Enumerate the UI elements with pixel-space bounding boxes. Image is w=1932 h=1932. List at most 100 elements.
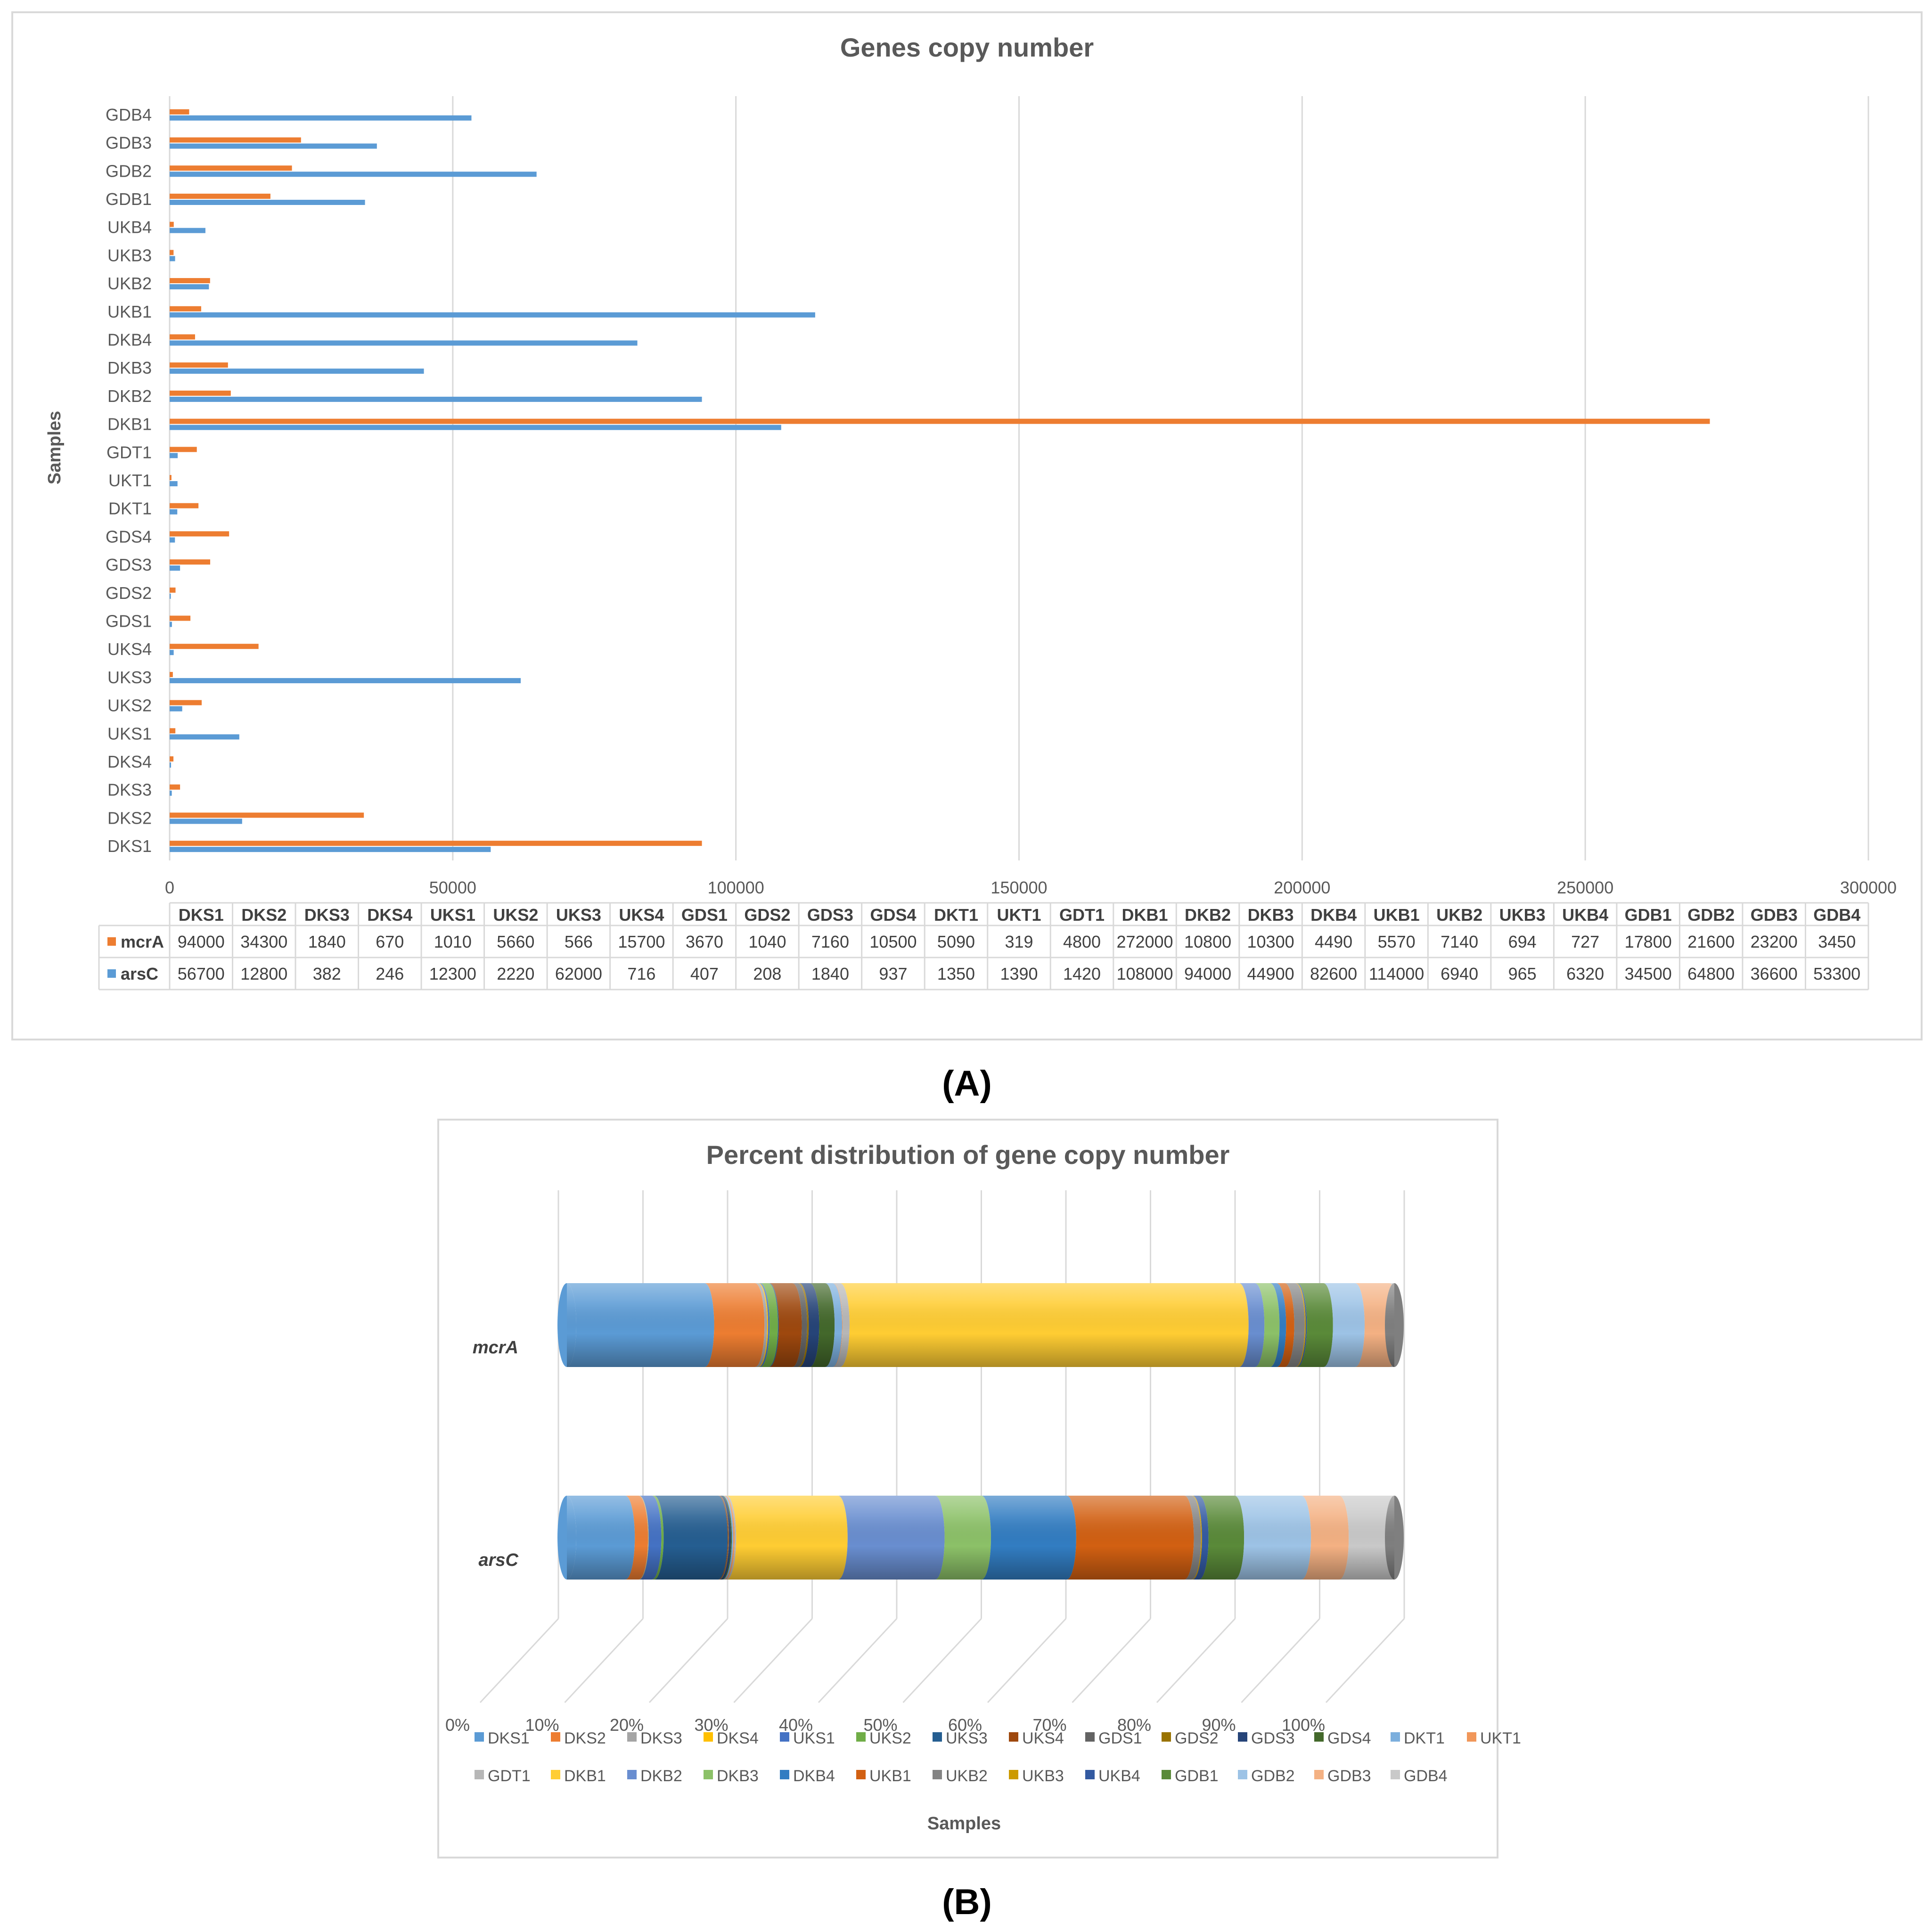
legend-key-dks4 (704, 1732, 713, 1742)
chart-a-ylabel: Samples (45, 411, 65, 484)
legend-key-gds3 (1238, 1732, 1247, 1742)
category-label-ukb3: UKB3 (107, 246, 152, 265)
legend-key-gdt1 (475, 1770, 484, 1779)
table-cell-mcra-dkb3: 10300 (1247, 932, 1294, 951)
b-x-tick-1: 10% (525, 1715, 559, 1735)
category-label-uks2: UKS2 (107, 696, 152, 715)
table-cell-arsc-dks4: 246 (376, 964, 404, 983)
bar-arsc-dkb2 (170, 396, 702, 402)
legend-key-gdb1 (1162, 1770, 1171, 1779)
table-cell-arsc-ukt1: 1390 (1000, 964, 1038, 983)
table-cell-mcra-gds3: 7160 (811, 932, 849, 951)
legend-label-gdb2: GDB2 (1251, 1767, 1295, 1785)
legend-key-ukb2 (933, 1770, 942, 1779)
bar-mcra-ukb4 (170, 221, 174, 227)
legend-label-dkt1: DKT1 (1404, 1729, 1445, 1747)
category-label-dks1: DKS1 (107, 836, 152, 856)
table-header-gdb2: GDB2 (1687, 905, 1735, 925)
b-x-tick-3: 30% (694, 1715, 728, 1735)
legend-key-dks1 (475, 1732, 484, 1742)
cylinder-arsc-shading (567, 1496, 1394, 1580)
table-cell-arsc-dkb4: 82600 (1310, 964, 1357, 983)
table-header-ukb2: UKB2 (1436, 905, 1482, 925)
bar-arsc-gdb2 (170, 172, 537, 177)
category-label-dks4: DKS4 (107, 752, 152, 771)
legend-key-gdb4 (1391, 1770, 1400, 1779)
table-cell-arsc-dks3: 382 (313, 964, 341, 983)
chart-b-title: Percent distribution of gene copy number (706, 1140, 1230, 1170)
legend-key-ukb4 (1085, 1770, 1095, 1779)
legend-key-dks2 (551, 1732, 560, 1742)
category-label-gdb3: GDB3 (106, 133, 152, 153)
bar-arsc-gds2 (170, 593, 171, 599)
table-series-arsc: arsC (121, 964, 158, 983)
bar-mcra-uks3 (170, 671, 173, 677)
table-cell-mcra-ukb3: 694 (1508, 932, 1537, 951)
table-cell-mcra-dks1: 94000 (178, 932, 225, 951)
table-legend-key-arsc (107, 969, 116, 978)
legend-label-dks4: DKS4 (717, 1729, 759, 1747)
table-header-gds3: GDS3 (807, 905, 853, 925)
bar-mcra-dkb2 (170, 390, 231, 396)
legend-key-gds1 (1085, 1732, 1095, 1742)
table-cell-arsc-gds3: 1840 (811, 964, 849, 983)
legend-label-gds1: GDS1 (1098, 1729, 1142, 1747)
bar-mcra-gdb1 (170, 193, 270, 199)
table-cell-arsc-gds2: 208 (753, 964, 781, 983)
table-cell-mcra-gds4: 10500 (869, 932, 917, 951)
bar-mcra-ukt1 (170, 475, 172, 480)
table-header-ukb3: UKB3 (1499, 905, 1546, 925)
bar-mcra-uks4 (170, 644, 259, 649)
table-cell-mcra-ukb1: 5570 (1378, 932, 1416, 951)
bar-arsc-gdb4 (170, 115, 472, 121)
table-header-gds2: GDS2 (744, 905, 790, 925)
bar-arsc-uks4 (170, 650, 174, 655)
legend-key-gdb2 (1238, 1770, 1247, 1779)
table-cell-arsc-dkb2: 94000 (1184, 964, 1231, 983)
category-label-dkb2: DKB2 (107, 386, 152, 406)
bar-arsc-dks3 (170, 790, 172, 796)
bar-arsc-gdb1 (170, 199, 365, 205)
category-label-gdb2: GDB2 (106, 161, 152, 180)
table-series-mcra: mcrA (121, 932, 164, 951)
legend-key-uks4 (1009, 1732, 1018, 1742)
legend-label-dks1: DKS1 (488, 1729, 530, 1747)
category-label-uks3: UKS3 (107, 668, 152, 687)
category-label-dkb1: DKB1 (107, 415, 152, 434)
table-header-dks3: DKS3 (304, 905, 350, 925)
table-cell-mcra-dks3: 1840 (308, 932, 346, 951)
table-header-dkb3: DKB3 (1248, 905, 1294, 925)
table-cell-mcra-dkt1: 5090 (937, 932, 975, 951)
table-cell-arsc-uks1: 12300 (429, 964, 476, 983)
table-header-gdb4: GDB4 (1813, 905, 1860, 925)
bar-arsc-dkb1 (170, 425, 781, 430)
bar-mcra-dkb3 (170, 362, 228, 368)
chart-b-row-labels: mcrA arsC (473, 1338, 519, 1570)
table-cell-arsc-dks1: 56700 (178, 964, 225, 983)
category-label-dkb4: DKB4 (107, 330, 152, 349)
category-label-gdb4: GDB4 (106, 105, 152, 124)
legend-label-gds2: GDS2 (1175, 1729, 1219, 1747)
table-cell-arsc-gdb1: 34500 (1625, 964, 1672, 983)
bar-mcra-ukb3 (170, 250, 174, 255)
bar-mcra-uks2 (170, 700, 202, 705)
table-cell-mcra-dks4: 670 (376, 932, 404, 951)
table-cell-mcra-ukb4: 727 (1571, 932, 1599, 951)
bar-mcra-ukb2 (170, 278, 210, 284)
table-cell-mcra-gdb2: 21600 (1687, 932, 1735, 951)
bar-arsc-gds3 (170, 565, 180, 571)
legend-key-gds2 (1162, 1732, 1171, 1742)
table-cell-arsc-dkb3: 44900 (1247, 964, 1294, 983)
table-header-uks2: UKS2 (493, 905, 538, 925)
table-cell-mcra-gdb3: 23200 (1751, 932, 1798, 951)
chart-b-xlabel: Samples (927, 1814, 1001, 1834)
table-cell-arsc-dkb1: 108000 (1116, 964, 1173, 983)
table-legend-key-mcra (107, 937, 116, 946)
b-x-tick-6: 60% (948, 1715, 982, 1735)
table-header-dkt1: DKT1 (934, 905, 978, 925)
category-label-dks2: DKS2 (107, 808, 152, 827)
table-cell-arsc-dkt1: 1350 (937, 964, 975, 983)
b-floorline-1 (564, 1618, 644, 1703)
legend-key-ukb3 (1009, 1770, 1018, 1779)
table-cell-mcra-uks1: 1010 (434, 932, 472, 951)
